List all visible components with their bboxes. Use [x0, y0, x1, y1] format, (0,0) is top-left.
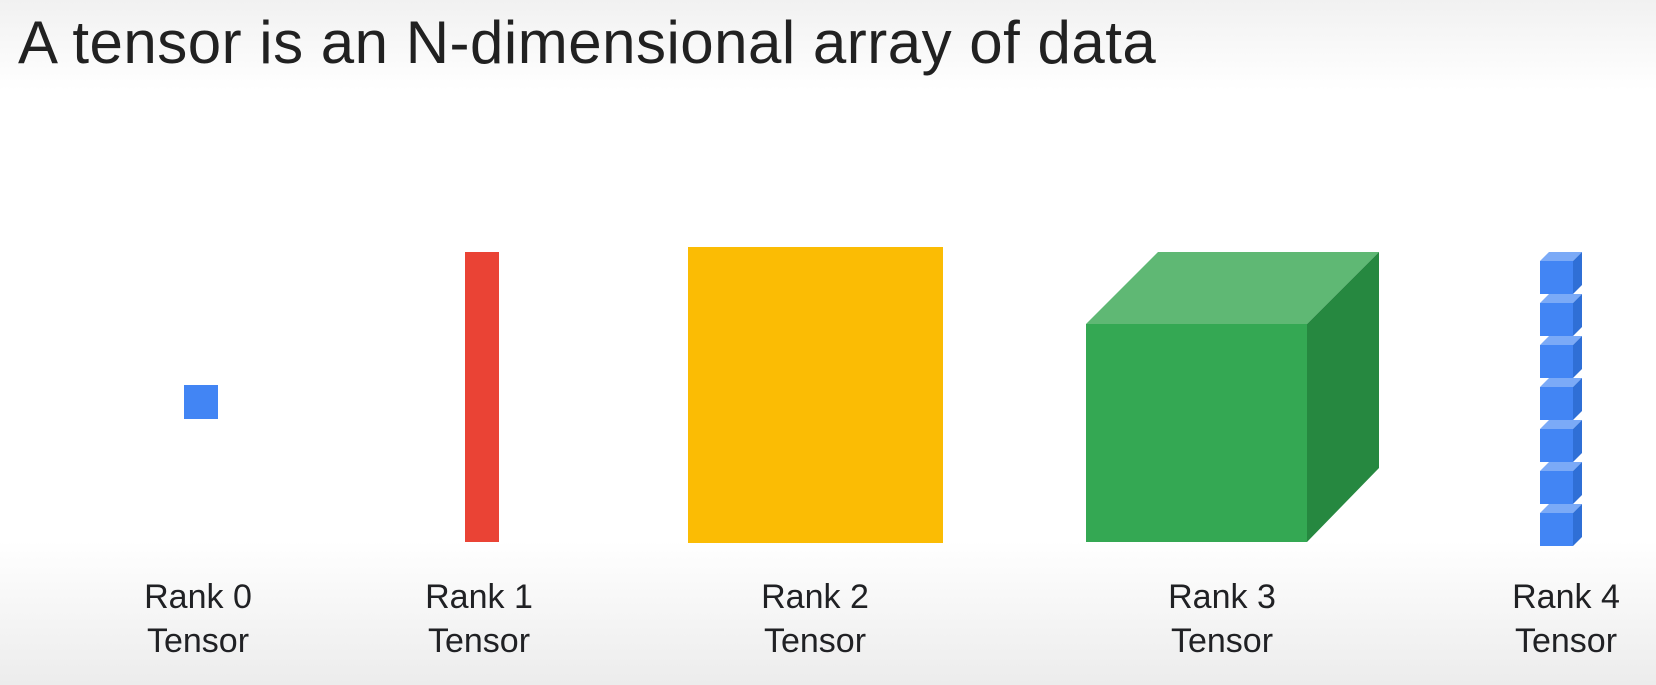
rank-3-cube-icon — [1086, 252, 1379, 542]
small-cube-icon — [1540, 294, 1582, 336]
slide-title: A tensor is an N-dimensional array of da… — [18, 9, 1157, 76]
rank-0-square-icon — [184, 385, 218, 419]
rank-1-bar-icon — [465, 252, 499, 542]
rank-4-tensor-text: Tensor — [1514, 622, 1618, 660]
small-cube-icon — [1540, 462, 1582, 504]
rank-4-rank-text: Rank 4 — [1512, 578, 1620, 616]
rank-2-label: Rank 2 Tensor — [715, 575, 915, 663]
rank-3-rank-text: Rank 3 — [1168, 578, 1276, 616]
rank-2-rank-text: Rank 2 — [761, 578, 869, 616]
rank-0-rank-text: Rank 0 — [144, 578, 252, 616]
rank-1-label: Rank 1 Tensor — [379, 575, 579, 663]
rank-4-cube-stack-icon — [1540, 252, 1582, 546]
small-cube-icon — [1540, 336, 1582, 378]
small-cube-icon — [1540, 420, 1582, 462]
small-cube-icon — [1540, 504, 1582, 546]
cube-top-face — [1086, 252, 1379, 324]
rank-1-rank-text: Rank 1 — [425, 578, 533, 616]
cube-side-face — [1307, 252, 1379, 542]
rank-3-label: Rank 3 Tensor — [1122, 575, 1322, 663]
small-cube-icon — [1540, 252, 1582, 294]
rank-2-plane-icon — [688, 247, 943, 543]
small-cube-icon — [1540, 378, 1582, 420]
rank-0-tensor-text: Tensor — [146, 622, 250, 660]
rank-1-tensor-text: Tensor — [427, 622, 531, 660]
rank-4-label: Rank 4 Tensor — [1466, 575, 1656, 663]
cube-front-face — [1086, 324, 1307, 542]
rank-0-label: Rank 0 Tensor — [98, 575, 298, 663]
rank-2-tensor-text: Tensor — [763, 622, 867, 660]
rank-3-tensor-text: Tensor — [1170, 622, 1274, 660]
